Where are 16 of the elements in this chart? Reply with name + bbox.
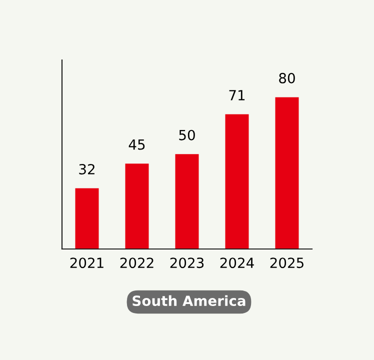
x-tick-label: 2025 <box>270 258 304 268</box>
bar <box>125 164 149 249</box>
x-tick-label: 2021 <box>70 258 104 268</box>
bar <box>175 154 199 249</box>
data-label: 50 <box>179 130 195 140</box>
data-label: 45 <box>128 139 145 150</box>
x-tick-label: 2023 <box>170 258 204 268</box>
bar <box>275 97 299 249</box>
bar <box>75 188 99 249</box>
x-tick-label: 2022 <box>120 258 154 268</box>
data-label: 71 <box>229 90 245 100</box>
x-tick-label: 2024 <box>220 258 254 268</box>
data-label: 32 <box>79 164 94 174</box>
data-label: 80 <box>279 72 295 84</box>
text: South America <box>132 295 246 306</box>
bar <box>225 114 249 249</box>
